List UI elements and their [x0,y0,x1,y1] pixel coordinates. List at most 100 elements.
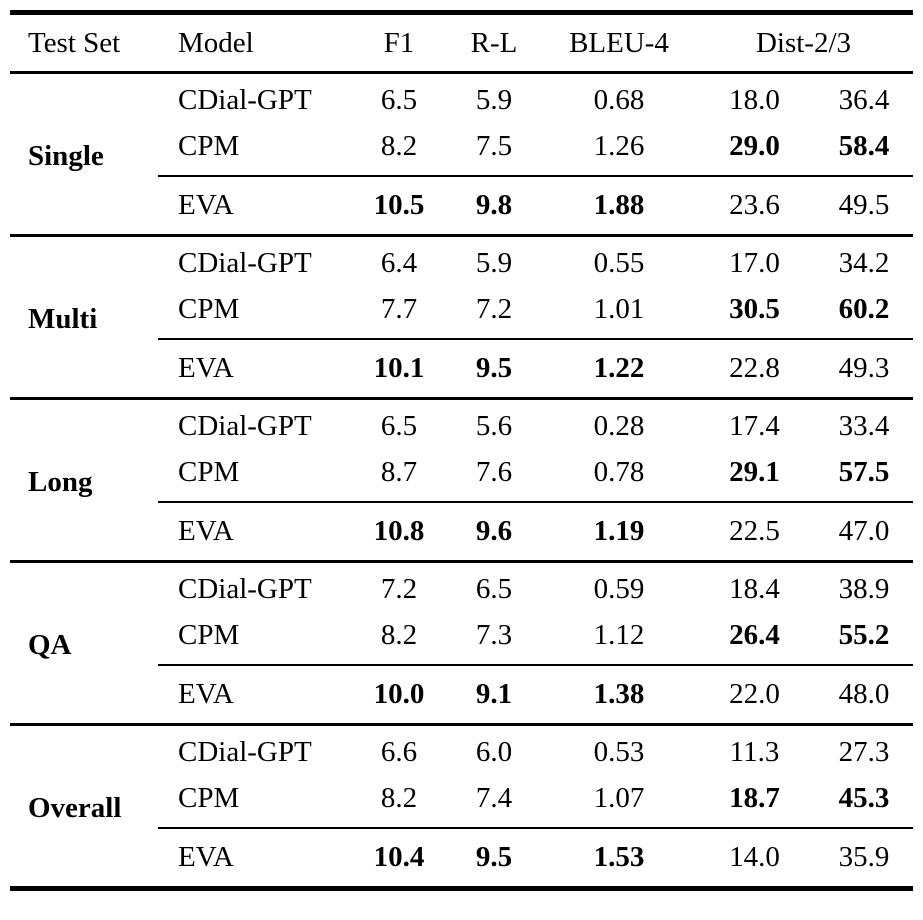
bleu4-cell: 1.12 [593,619,645,651]
dist2-cell: 17.4 [729,410,780,442]
column-header-test-set: Test Set [10,12,158,74]
model-cell: CDial-GPT [178,736,312,768]
table-row: EVA 10.4 9.5 1.53 14.0 35.9 [10,827,913,890]
f1-cell: 8.2 [380,619,418,651]
rl-cell: 7.6 [475,456,513,488]
model-cell: CDial-GPT [178,247,312,279]
dist2-cell: 29.1 [729,456,780,488]
f1-cell: 8.7 [380,456,418,488]
model-cell: EVA [158,664,354,726]
bleu4-cell: 1.88 [544,175,694,237]
column-header-bleu4: BLEU-4 [544,12,694,74]
dist3-cell: 45.3 [838,782,890,814]
model-cell: CPM [178,619,240,651]
dist3-cell: 55.2 [838,619,890,651]
f1-cell: 8.2 [380,782,418,814]
bleu4-cell: 1.19 [544,501,694,563]
rl-cell: 7.2 [475,293,513,325]
dist3-cell: 49.3 [815,338,913,400]
dist2-cell: 26.4 [729,619,780,651]
dist2-cell: 22.0 [694,664,815,726]
f1-cell: 6.4 [380,247,418,279]
bleu4-cell: 1.07 [593,782,645,814]
bleu4-cell: 0.55 [593,247,645,279]
table-row: QA CDial-GPT 7.2 6.5 0.59 18.4 38.9 [10,561,913,726]
section-qa: QA CDial-GPT 7.2 6.5 0.59 18.4 38.9 CPM … [10,561,913,726]
model-cell: EVA [158,338,354,400]
table-row: CPM 7.7 7.2 1.01 30.5 60.2 [10,286,913,339]
dist2-cell: 23.6 [694,175,815,237]
rl-cell: 9.1 [444,664,544,726]
rl-cell: 5.6 [475,410,513,442]
test-set-cell: Long [10,398,158,563]
column-header-rl: R-L [444,12,544,74]
rl-cell: 7.5 [475,130,513,162]
column-header-model: Model [158,12,354,74]
table-row: CPM 8.2 7.3 1.12 26.4 55.2 [10,612,913,665]
rl-cell: 9.6 [444,501,544,563]
table-row: Single CDial-GPT 6.5 5.9 0.68 18.0 36.4 [10,72,913,237]
dist2-cell: 14.0 [694,827,815,890]
section-long: Long CDial-GPT 6.5 5.6 0.28 17.4 33.4 CP… [10,398,913,563]
model-cell: CDial-GPT [178,84,312,116]
section-single: Single CDial-GPT 6.5 5.9 0.68 18.0 36.4 … [10,72,913,237]
dist2-cell: 22.8 [694,338,815,400]
dist2-cell: 18.0 [729,84,780,116]
table-row: CPM 8.7 7.6 0.78 29.1 57.5 [10,449,913,502]
rl-cell: 6.5 [475,573,513,605]
f1-cell: 10.1 [354,338,444,400]
rl-cell: 5.9 [475,84,513,116]
model-cell: CPM [178,456,240,488]
test-set-cell: Overall [10,724,158,890]
dist2-cell: 17.0 [729,247,780,279]
bleu4-cell: 0.68 [593,84,645,116]
results-table: Test Set Model F1 R-L BLEU-4 Dist-2/3 Si… [10,10,913,891]
table-row: EVA 10.5 9.8 1.88 23.6 49.5 [10,175,913,237]
table-row: Long CDial-GPT 6.5 5.6 0.28 17.4 33.4 [10,398,913,563]
f1-cell: 10.8 [354,501,444,563]
f1-cell: 10.5 [354,175,444,237]
table-row: EVA 10.1 9.5 1.22 22.8 49.3 [10,338,913,400]
model-cell: EVA [158,827,354,890]
rl-cell: 5.9 [475,247,513,279]
table-row: Multi CDial-GPT 6.4 5.9 0.55 17.0 34.2 [10,235,913,400]
rl-cell: 9.8 [444,175,544,237]
column-header-f1: F1 [354,12,444,74]
dist3-cell: 38.9 [838,573,890,605]
rl-cell: 7.3 [475,619,513,651]
rl-cell: 9.5 [444,827,544,890]
dist2-cell: 29.0 [729,130,780,162]
model-cell: CPM [178,782,240,814]
column-header-dist: Dist-2/3 [694,12,913,74]
rl-cell: 7.4 [475,782,513,814]
bleu4-cell: 1.22 [544,338,694,400]
f1-cell: 7.2 [380,573,418,605]
bleu4-cell: 0.78 [593,456,645,488]
table-row: EVA 10.0 9.1 1.38 22.0 48.0 [10,664,913,726]
f1-cell: 8.2 [380,130,418,162]
model-cell: EVA [158,501,354,563]
table-row: CPM 8.2 7.4 1.07 18.7 45.3 [10,775,913,828]
f1-cell: 6.5 [380,84,418,116]
dist2-cell: 11.3 [729,736,780,768]
table-row: EVA 10.8 9.6 1.19 22.5 47.0 [10,501,913,563]
table-row: Overall CDial-GPT 6.6 6.0 0.53 11.3 27.3 [10,724,913,890]
f1-cell: 6.6 [380,736,418,768]
section-multi: Multi CDial-GPT 6.4 5.9 0.55 17.0 34.2 C… [10,235,913,400]
dist3-cell: 27.3 [838,736,890,768]
bleu4-cell: 1.26 [593,130,645,162]
f1-cell: 10.4 [354,827,444,890]
dist3-cell: 57.5 [838,456,890,488]
dist3-cell: 60.2 [838,293,890,325]
test-set-cell: Single [10,72,158,237]
model-cell: CPM [178,293,240,325]
dist2-cell: 18.4 [729,573,780,605]
bleu4-cell: 0.53 [593,736,645,768]
table-row: CPM 8.2 7.5 1.26 29.0 58.4 [10,123,913,176]
dist2-cell: 30.5 [729,293,780,325]
dist2-cell: 18.7 [729,782,780,814]
bleu4-cell: 0.28 [593,410,645,442]
dist3-cell: 47.0 [815,501,913,563]
test-set-cell: Multi [10,235,158,400]
